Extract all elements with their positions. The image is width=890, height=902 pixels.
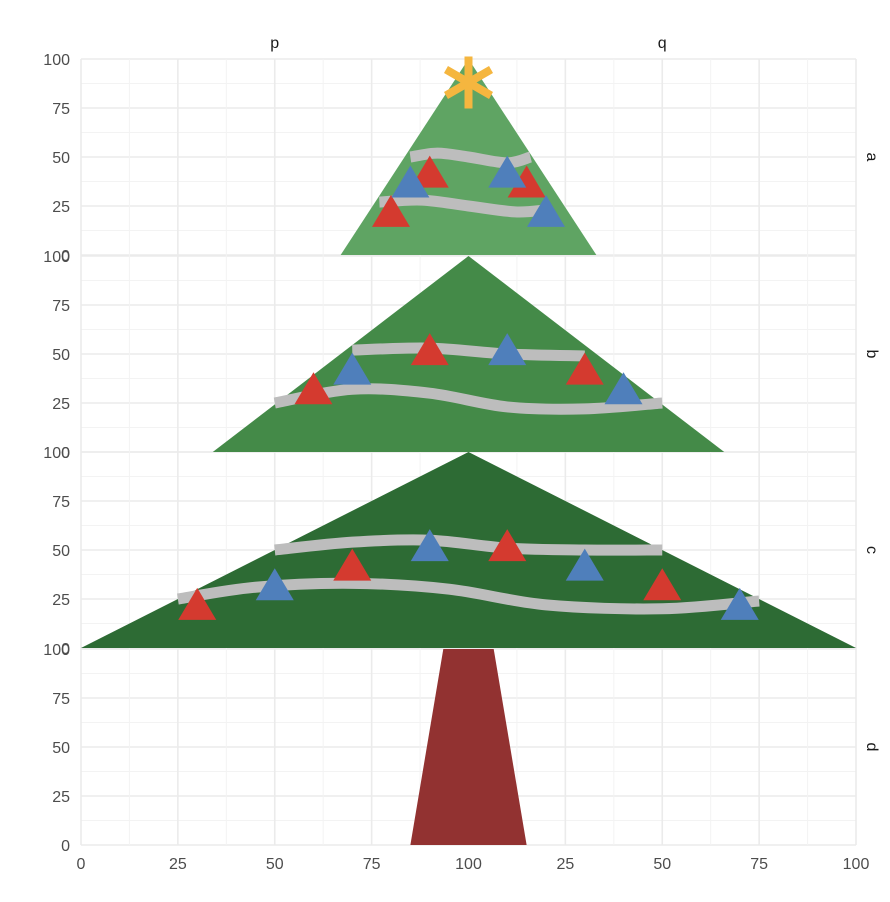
y-tick-label: 100 xyxy=(43,249,70,266)
red-ornament xyxy=(294,372,333,405)
x-tick-label: 75 xyxy=(750,856,768,873)
mark-layer xyxy=(81,56,856,845)
star-icon xyxy=(443,56,494,109)
garland-b-1 xyxy=(273,383,663,415)
y-tick-label: 75 xyxy=(52,101,70,118)
blue-ornament xyxy=(410,529,449,562)
facet-row-label-a: a xyxy=(863,153,880,162)
facet-row-label-b: b xyxy=(863,350,880,359)
garland-b-0 xyxy=(352,342,585,362)
blue-ornament xyxy=(488,155,527,188)
facet-row-label-d: d xyxy=(863,743,880,752)
blue-ornament xyxy=(391,165,430,198)
y-tick-label: 75 xyxy=(52,298,70,315)
x-tick-label: 25 xyxy=(556,856,574,873)
red-ornament xyxy=(507,165,546,198)
y-tick-label: 50 xyxy=(52,740,70,757)
red-ornament xyxy=(372,194,410,227)
garland-a-1 xyxy=(379,194,547,218)
red-ornament xyxy=(333,548,372,581)
red-ornament xyxy=(178,587,217,620)
x-tick-label: 25 xyxy=(169,856,187,873)
red-ornament xyxy=(410,155,449,188)
y-tick-label: 25 xyxy=(52,789,70,806)
x-tick-label: 75 xyxy=(363,856,381,873)
y-tick-label: 75 xyxy=(52,691,70,708)
facet-col-label-q: q xyxy=(658,35,667,52)
y-tick-label: 0 xyxy=(61,445,70,462)
facet-row-label-c: c xyxy=(863,546,880,554)
strip-layer: a b c d p q xyxy=(270,35,880,751)
y-tick-label: 0 xyxy=(61,838,70,855)
y-tick-label: 100 xyxy=(43,52,70,69)
blue-ornament xyxy=(720,587,759,620)
y-tick-label: 50 xyxy=(52,347,70,364)
axis-layer: 0255075100025507510002550751000255075100… xyxy=(43,52,869,873)
y-tick-label: 50 xyxy=(52,150,70,167)
blue-ornament xyxy=(255,568,294,601)
red-ornament xyxy=(488,529,527,562)
blue-ornament xyxy=(604,372,643,405)
x-tick-label: 100 xyxy=(455,856,482,873)
y-tick-label: 100 xyxy=(43,642,70,659)
y-tick-label: 0 xyxy=(61,248,70,265)
y-tick-label: 50 xyxy=(52,543,70,560)
y-tick-label: 25 xyxy=(52,396,70,413)
y-tick-label: 25 xyxy=(52,592,70,609)
red-ornament xyxy=(410,333,449,366)
red-ornament xyxy=(565,352,604,385)
y-tick-label: 100 xyxy=(43,445,70,462)
garland-c-1 xyxy=(177,577,760,615)
x-tick-label: 50 xyxy=(266,856,284,873)
x-tick-label: 100 xyxy=(843,856,870,873)
tree-section-d xyxy=(410,649,527,845)
star-arm xyxy=(443,66,494,99)
garland-c-0 xyxy=(274,534,663,556)
y-tick-label: 0 xyxy=(61,641,70,658)
blue-ornament xyxy=(488,333,527,366)
x-tick-label: 50 xyxy=(653,856,671,873)
x-tick-label: 0 xyxy=(77,856,86,873)
y-tick-label: 75 xyxy=(52,494,70,511)
facet-col-label-p: p xyxy=(270,35,279,52)
y-tick-label: 25 xyxy=(52,199,70,216)
blue-ornament xyxy=(527,194,565,227)
blue-ornament xyxy=(565,548,604,581)
garland-a-0 xyxy=(409,147,533,169)
blue-ornament xyxy=(333,352,372,385)
red-ornament xyxy=(643,568,682,601)
